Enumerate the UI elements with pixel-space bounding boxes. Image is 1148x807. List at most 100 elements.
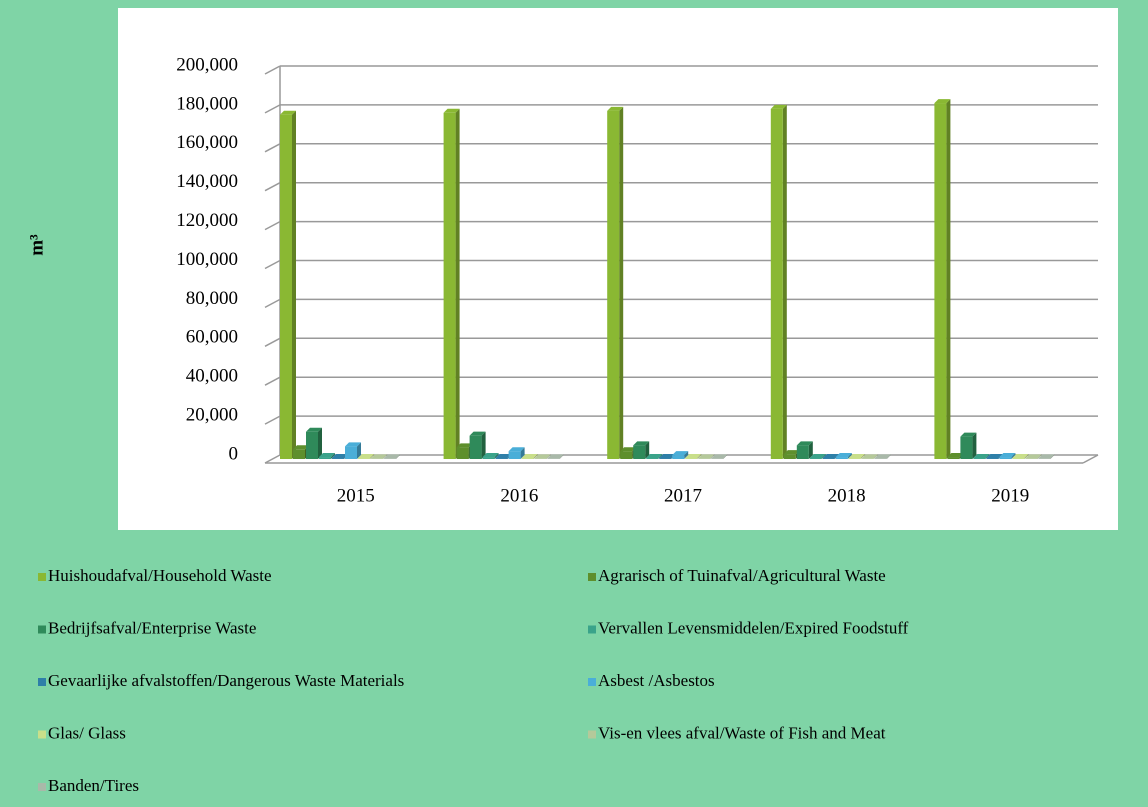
bar — [534, 454, 551, 459]
bar — [848, 454, 865, 459]
bar-front — [371, 458, 383, 459]
y-tick-label: 0 — [229, 443, 239, 464]
bar-front — [495, 458, 508, 459]
bar — [384, 454, 400, 459]
bar-side — [697, 454, 702, 459]
y-tick-label: 40,000 — [186, 366, 238, 387]
bar-top — [973, 454, 990, 459]
y-tick-label: 20,000 — [186, 404, 238, 425]
grid-line-depth — [264, 337, 281, 347]
legend-swatch — [588, 625, 596, 634]
bar-top — [508, 447, 525, 452]
bar-top — [822, 454, 839, 459]
bar-side — [396, 454, 400, 459]
bar — [960, 432, 977, 459]
legend-label: Huishoudafval/Household Waste — [48, 566, 272, 585]
bar-front — [332, 458, 344, 459]
bar-side — [873, 454, 878, 459]
bar-top — [495, 454, 512, 459]
bar-top — [358, 454, 374, 459]
bar-front — [685, 458, 698, 459]
bar-top — [874, 454, 891, 459]
bar-front — [319, 457, 331, 459]
bar-side — [860, 454, 865, 459]
bar — [874, 454, 891, 459]
bar-top — [620, 447, 637, 452]
bar-side — [481, 431, 486, 459]
bar-side — [946, 99, 951, 459]
bar — [861, 454, 878, 459]
bar-front — [861, 458, 874, 459]
bar-side — [1037, 454, 1042, 459]
bar — [469, 431, 486, 459]
bar-top — [711, 454, 728, 459]
bar-side — [710, 454, 715, 459]
bar-side — [658, 454, 663, 459]
legend-label: Bedrijfsafval/Enterprise Waste — [48, 618, 256, 637]
bar-front — [306, 431, 318, 459]
bar-top — [345, 442, 361, 447]
bar — [345, 442, 361, 459]
x-tick-label: 2015 — [337, 485, 375, 506]
bar — [672, 451, 689, 459]
bar — [934, 99, 951, 459]
legend-swatch — [38, 573, 46, 581]
bar-top — [547, 454, 564, 459]
bar — [770, 104, 787, 460]
bar-side — [972, 432, 977, 459]
y-tick-label: 140,000 — [176, 171, 238, 192]
bar — [633, 441, 650, 459]
bar-top — [633, 441, 650, 446]
bar-front — [783, 454, 796, 459]
y-axis-label: m³ — [26, 234, 47, 256]
bar-side — [357, 442, 361, 459]
bar-front — [633, 445, 646, 459]
legend-swatch — [38, 783, 46, 791]
bar-side — [847, 453, 852, 459]
bar — [547, 454, 564, 459]
bar-side — [455, 108, 460, 459]
grid-line-depth — [264, 182, 281, 192]
bar-side — [808, 441, 813, 459]
bar-front — [711, 458, 724, 459]
bar-top — [770, 104, 787, 109]
bar-top — [332, 454, 348, 459]
bar-top — [1025, 454, 1042, 459]
x-tick-label: 2019 — [991, 485, 1029, 506]
bar — [698, 454, 715, 459]
bar-front — [469, 435, 482, 459]
bar — [999, 453, 1016, 459]
bar-top — [456, 443, 473, 448]
bar-top — [698, 454, 715, 459]
bar — [973, 454, 990, 459]
bar-top — [796, 441, 813, 446]
bar-side — [886, 454, 891, 459]
bar-front — [848, 458, 861, 459]
legend-swatch — [588, 678, 596, 686]
bar-side — [723, 454, 728, 459]
bar-side — [292, 110, 296, 460]
grid-line-depth — [264, 415, 281, 425]
bar-front — [874, 458, 887, 459]
bar-side — [520, 447, 525, 459]
bar-top — [1038, 454, 1055, 459]
bar — [371, 454, 387, 459]
bar-top — [306, 427, 322, 432]
bar-top — [384, 454, 400, 459]
grid-line-depth — [264, 376, 281, 386]
grid-line-depth — [264, 65, 281, 75]
bar-front — [835, 457, 848, 459]
legend-label: Glas/ Glass — [48, 723, 126, 742]
bar-side — [1050, 454, 1055, 459]
bar-side — [559, 454, 564, 459]
bar — [482, 453, 499, 459]
y-tick-label: 100,000 — [176, 249, 238, 270]
bar-top — [685, 454, 702, 459]
bar-top — [809, 454, 826, 459]
bar — [685, 454, 702, 459]
grid-line-depth — [264, 298, 281, 309]
bar — [1025, 454, 1042, 459]
bar-front — [934, 103, 947, 459]
bar-side — [318, 427, 322, 459]
